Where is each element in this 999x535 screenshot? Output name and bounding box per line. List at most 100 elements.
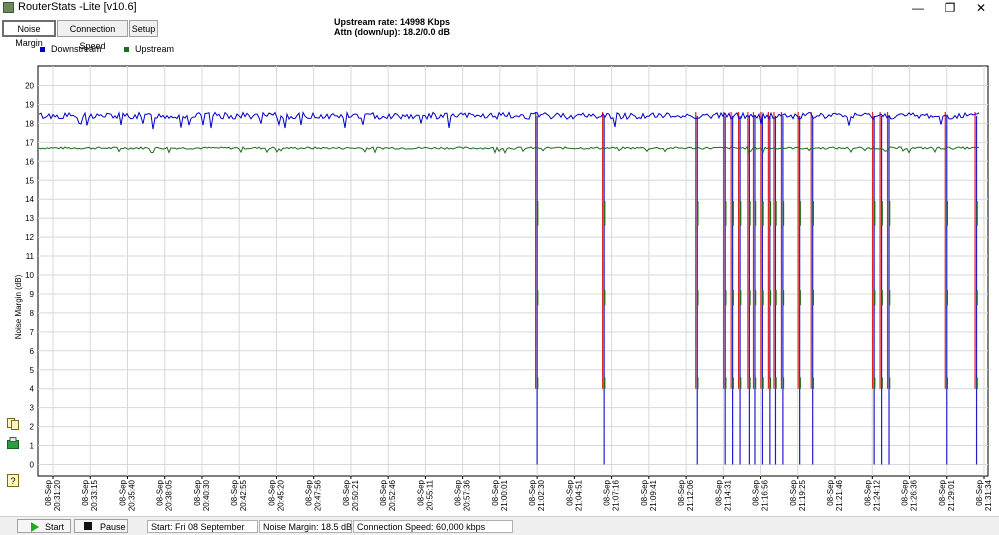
close-button[interactable]: ✕ <box>975 1 987 15</box>
downstream-swatch <box>40 47 45 53</box>
x-tick-date: 08-Sep <box>714 479 723 505</box>
x-tick-label: 08-Sep 21:24:12 <box>863 479 881 511</box>
x-tick-time: 21:00:01 <box>500 479 509 511</box>
status-bar: Start Pause Start: Fri 08 September Nois… <box>0 516 999 535</box>
y-tick-label: 19 <box>25 100 34 109</box>
x-tick-time: 21:21:46 <box>835 479 844 511</box>
copy-icon[interactable] <box>7 418 19 430</box>
y-tick-label: 0 <box>30 461 35 470</box>
legend-downstream-label: Downstream <box>51 44 102 54</box>
y-tick-label: 15 <box>25 176 34 185</box>
restore-button[interactable]: ❐ <box>944 1 956 15</box>
x-tick-label: 08-Sep 21:21:46 <box>826 479 844 511</box>
x-tick-label: 08-Sep 21:29:01 <box>938 479 956 511</box>
help-icon[interactable]: ? <box>7 474 19 487</box>
x-tick-date: 08-Sep <box>789 479 798 505</box>
tab-connection-speed[interactable]: Connection Speed <box>57 20 128 51</box>
attn-values: Attn (down/up): 18.2/0.0 dB <box>334 27 450 37</box>
x-tick-time: 20:57:36 <box>463 479 472 511</box>
x-tick-date: 08-Sep <box>938 479 947 505</box>
tab-setup[interactable]: Setup <box>129 20 158 37</box>
x-tick-time: 21:16:56 <box>761 479 770 511</box>
x-tick-time: 21:09:41 <box>649 479 658 511</box>
x-tick-label: 08-Sep 21:31:34 <box>975 479 993 511</box>
tab-noise-margin[interactable]: Noise Margin <box>2 20 56 48</box>
y-tick-label: 2 <box>30 423 35 432</box>
x-tick-date: 08-Sep <box>752 479 761 505</box>
legend-downstream: Downstream <box>40 44 102 54</box>
x-tick-date: 08-Sep <box>193 479 202 505</box>
x-tick-label: 08-Sep 20:47:56 <box>305 479 323 511</box>
chart-lines <box>38 110 980 154</box>
y-tick-label: 8 <box>30 309 35 318</box>
start-button-label: Start <box>45 522 65 532</box>
start-info: Start: Fri 08 September <box>147 520 258 533</box>
window-title: RouterStats -Lite [v10.6] <box>18 1 137 13</box>
x-tick-date: 08-Sep <box>603 479 612 505</box>
play-icon <box>31 522 39 532</box>
x-tick-time: 21:07:16 <box>612 479 621 511</box>
x-tick-label: 08-Sep 20:31:20 <box>44 479 62 511</box>
x-tick-label: 08-Sep 21:19:25 <box>789 479 807 511</box>
y-tick-label: 16 <box>25 157 34 166</box>
drop-events <box>535 112 978 465</box>
x-tick-label: 08-Sep 21:09:41 <box>640 479 658 511</box>
x-tick-time: 21:12:06 <box>686 479 695 511</box>
x-tick-date: 08-Sep <box>677 479 686 505</box>
upstream-line <box>38 146 980 154</box>
x-tick-date: 08-Sep <box>230 479 239 505</box>
x-tick-date: 08-Sep <box>44 479 53 505</box>
y-tick-label: 10 <box>25 271 34 280</box>
x-tick-date: 08-Sep <box>416 479 425 505</box>
x-tick-time: 20:35:40 <box>127 479 136 511</box>
x-tick-label: 08-Sep 20:55:11 <box>416 479 434 510</box>
x-tick-label: 08-Sep 20:42:55 <box>230 479 248 511</box>
x-tick-date: 08-Sep <box>528 479 537 505</box>
x-tick-time: 21:31:34 <box>984 479 993 511</box>
y-tick-label: 11 <box>26 252 35 261</box>
x-tick-label: 08-Sep 21:02:30 <box>528 479 546 511</box>
x-tick-date: 08-Sep <box>118 479 127 505</box>
start-button[interactable]: Start <box>17 519 71 533</box>
x-tick-date: 08-Sep <box>975 479 984 505</box>
export-icon[interactable] <box>7 437 19 449</box>
y-tick-label: 18 <box>25 119 34 128</box>
header-status: Upstream rate: 14998 Kbps Attn (down/up)… <box>334 17 450 37</box>
x-tick-label: 08-Sep 21:07:16 <box>603 479 621 511</box>
x-tick-date: 08-Sep <box>826 479 835 505</box>
x-tick-time: 20:47:56 <box>314 479 323 511</box>
y-tick-label: 13 <box>25 214 34 223</box>
y-tick-label: 5 <box>30 366 35 375</box>
x-tick-date: 08-Sep <box>267 479 276 505</box>
y-tick-label: 4 <box>30 385 35 394</box>
x-tick-time: 21:02:30 <box>537 479 546 511</box>
x-tick-time: 20:33:15 <box>90 479 99 511</box>
y-tick-label: 3 <box>30 404 35 413</box>
pause-button[interactable]: Pause <box>74 519 128 533</box>
y-tick-label: 6 <box>30 347 35 356</box>
x-tick-label: 08-Sep 20:57:36 <box>454 479 472 511</box>
minimize-button[interactable]: — <box>912 1 924 15</box>
x-tick-time: 20:38:05 <box>165 479 174 511</box>
y-tick-label: 20 <box>25 82 34 91</box>
x-tick-label: 08-Sep 20:35:40 <box>118 479 136 511</box>
x-tick-date: 08-Sep <box>305 479 314 505</box>
x-tick-date: 08-Sep <box>863 479 872 505</box>
y-tick-label: 17 <box>25 138 34 147</box>
x-tick-time: 21:29:01 <box>947 479 956 511</box>
y-tick-label: 1 <box>30 442 35 451</box>
stop-icon <box>84 522 92 530</box>
x-tick-time: 21:14:31 <box>723 479 732 511</box>
x-tick-time: 20:45:20 <box>276 479 285 511</box>
x-tick-label: 08-Sep 20:40:30 <box>193 479 211 511</box>
x-tick-label: 08-Sep 20:50:21 <box>342 479 360 511</box>
x-tick-date: 08-Sep <box>640 479 649 505</box>
legend-upstream: Upstream <box>124 44 174 54</box>
y-tick-label: 7 <box>30 328 35 337</box>
x-tick-label: 08-Sep 21:16:56 <box>752 479 770 511</box>
x-tick-date: 08-Sep <box>156 479 165 505</box>
svg-text:?: ? <box>10 476 15 486</box>
x-tick-label: 08-Sep 21:04:51 <box>565 479 583 511</box>
